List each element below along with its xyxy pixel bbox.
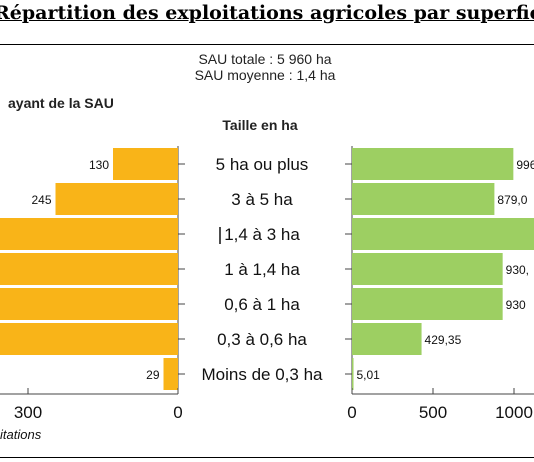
left-bar bbox=[0, 253, 178, 285]
left-x-axis-label: itations bbox=[0, 427, 42, 442]
right-x-tick-label: 0 bbox=[347, 403, 356, 422]
left-bar-label: 29 bbox=[146, 368, 160, 382]
chart-title: Répartition des exploitations agricoles … bbox=[0, 2, 534, 24]
annotation-2: SAU moyenne : 1,4 ha bbox=[195, 67, 336, 83]
left-bar bbox=[55, 183, 178, 215]
right-bar-label: 930, bbox=[506, 263, 529, 277]
annotation-1: SAU totale : 5 960 ha bbox=[198, 51, 331, 67]
right-bar-label: 996 bbox=[516, 158, 534, 172]
left-bar bbox=[0, 288, 178, 320]
category-label: 1 à 1,4 ha bbox=[224, 260, 300, 279]
left-bar bbox=[163, 358, 178, 390]
right-bar-label: 429,35 bbox=[425, 333, 462, 347]
right-x-tick-label: 1000 bbox=[495, 403, 533, 422]
category-label: 0,3 à 0,6 ha bbox=[217, 330, 307, 349]
right-x-tick-label: 500 bbox=[419, 403, 447, 422]
right-bar bbox=[352, 323, 422, 355]
category-label: 0,6 à 1 ha bbox=[224, 295, 300, 314]
left-x-tick-label: 300 bbox=[14, 403, 42, 422]
right-bar bbox=[352, 183, 495, 215]
category-label: 5 ha ou plus bbox=[216, 155, 309, 174]
left-panel-title: ayant de la SAU bbox=[8, 95, 114, 111]
left-bar bbox=[113, 148, 178, 180]
category-label: 3 à 5 ha bbox=[231, 190, 293, 209]
right-bar bbox=[352, 253, 503, 285]
left-bar bbox=[0, 323, 178, 355]
right-bar-label: 5,01 bbox=[357, 368, 381, 382]
chart-frame bbox=[0, 44, 534, 458]
left-bar bbox=[0, 218, 178, 250]
category-header: Taille en ha bbox=[222, 117, 297, 133]
right-bar-label: 930 bbox=[506, 298, 526, 312]
right-bar bbox=[352, 288, 503, 320]
left-bar-label: 130 bbox=[89, 158, 109, 172]
right-bar bbox=[352, 218, 534, 250]
right-bar bbox=[352, 358, 354, 390]
right-bar-label: 879,0 bbox=[497, 193, 527, 207]
right-bar bbox=[352, 148, 514, 180]
category-label: Moins de 0,3 ha bbox=[202, 365, 324, 384]
left-bar-label: 245 bbox=[31, 193, 51, 207]
left-x-tick-label: 0 bbox=[173, 403, 182, 422]
category-label: 1,4 à 3 ha bbox=[224, 225, 300, 244]
